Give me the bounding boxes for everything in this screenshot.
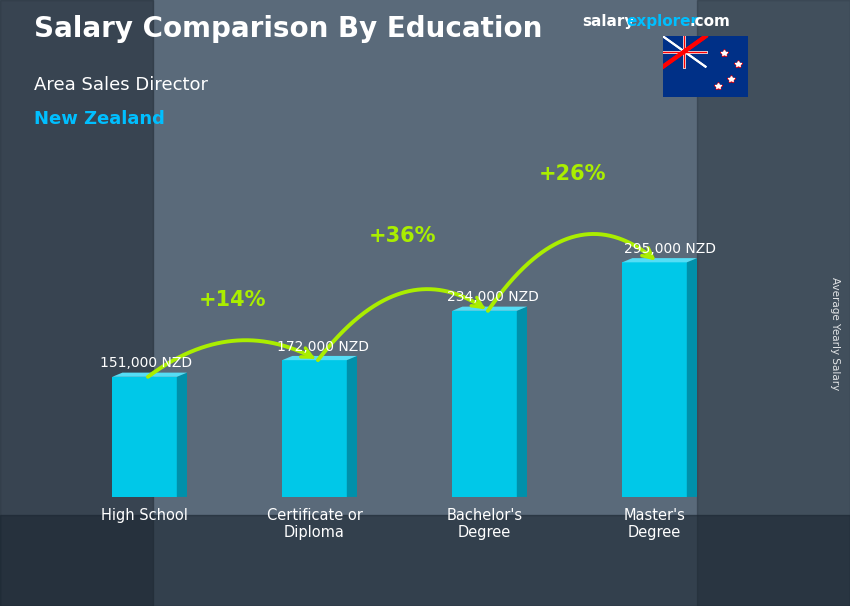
Polygon shape <box>282 360 347 497</box>
Text: .com: .com <box>689 14 730 29</box>
Polygon shape <box>452 307 527 311</box>
Polygon shape <box>112 373 187 377</box>
Text: Average Yearly Salary: Average Yearly Salary <box>830 277 840 390</box>
Text: 295,000 NZD: 295,000 NZD <box>624 242 716 256</box>
Text: New Zealand: New Zealand <box>34 110 165 128</box>
Polygon shape <box>452 311 517 497</box>
Polygon shape <box>112 377 177 497</box>
Text: 234,000 NZD: 234,000 NZD <box>447 290 539 304</box>
Polygon shape <box>687 258 697 497</box>
Polygon shape <box>622 262 687 497</box>
Text: 172,000 NZD: 172,000 NZD <box>277 339 369 353</box>
Polygon shape <box>622 258 697 262</box>
Text: explorer: explorer <box>626 14 699 29</box>
Text: Salary Comparison By Education: Salary Comparison By Education <box>34 15 542 43</box>
Polygon shape <box>177 373 187 497</box>
Polygon shape <box>347 356 357 497</box>
Text: +36%: +36% <box>369 226 437 246</box>
Text: +14%: +14% <box>199 290 267 310</box>
Text: 151,000 NZD: 151,000 NZD <box>100 356 192 370</box>
Text: Area Sales Director: Area Sales Director <box>34 76 208 94</box>
Text: +26%: +26% <box>539 164 607 184</box>
Polygon shape <box>517 307 527 497</box>
Polygon shape <box>282 356 357 360</box>
Text: salary: salary <box>582 14 635 29</box>
